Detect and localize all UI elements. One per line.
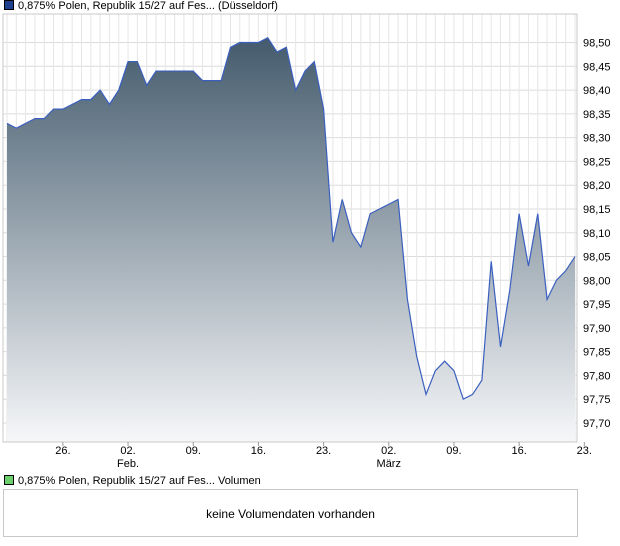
y-tick-label: 98,05 bbox=[583, 252, 611, 264]
x-month-label: März bbox=[377, 458, 401, 470]
y-tick-label: 98,20 bbox=[583, 180, 611, 192]
volume-legend-label: 0,875% Polen, Republik 15/27 auf Fes... … bbox=[18, 475, 261, 487]
y-tick-label: 97,75 bbox=[583, 394, 611, 406]
x-tick-label: 26. bbox=[55, 445, 70, 457]
x-tick-label: 16. bbox=[511, 445, 526, 457]
y-tick-label: 98,40 bbox=[583, 85, 611, 97]
y-tick-label: 98,35 bbox=[583, 109, 611, 121]
y-tick-label: 97,95 bbox=[583, 299, 611, 311]
x-tick-label: 23. bbox=[316, 445, 331, 457]
y-tick-label: 98,25 bbox=[583, 156, 611, 168]
price-chart: 97,70 97,75 97,80 97,85 97,90 97,95 98,00 98,05… bbox=[2, 13, 611, 470]
y-tick-label: 98,15 bbox=[583, 204, 611, 216]
x-tick-label: 09. bbox=[186, 445, 201, 457]
x-tick-label: 16. bbox=[251, 445, 266, 457]
y-tick-label: 98,10 bbox=[583, 228, 611, 240]
y-tick-label: 97,70 bbox=[583, 418, 611, 430]
y-tick-label: 98,50 bbox=[583, 38, 611, 50]
y-tick-label: 97,90 bbox=[583, 323, 611, 335]
x-tick-label: 09. bbox=[446, 445, 461, 457]
price-area bbox=[7, 37, 575, 443]
y-tick-label: 98,45 bbox=[583, 61, 611, 73]
y-tick-label: 97,85 bbox=[583, 347, 611, 359]
x-month-label: Feb. bbox=[117, 458, 139, 470]
x-tick-label: 23. bbox=[577, 445, 592, 457]
volume-legend-swatch bbox=[4, 475, 14, 485]
no-volume-message: keine Volumendaten vorhanden bbox=[206, 507, 375, 521]
plot-frame bbox=[2, 13, 578, 443]
price-legend-swatch bbox=[4, 0, 14, 10]
y-tick-label: 97,80 bbox=[583, 370, 611, 382]
price-legend-label: 0,875% Polen, Republik 15/27 auf Fes... … bbox=[18, 0, 278, 12]
y-tick-label: 98,00 bbox=[583, 275, 611, 287]
price-line bbox=[6, 36, 576, 401]
volume-panel: keine Volumendaten vorhanden bbox=[3, 489, 578, 537]
volume-legend: 0,875% Polen, Republik 15/27 auf Fes... … bbox=[4, 475, 261, 487]
y-tick-label: 98,30 bbox=[583, 133, 611, 145]
x-tick-label: 02. bbox=[381, 445, 396, 457]
price-legend: 0,875% Polen, Republik 15/27 auf Fes... … bbox=[4, 0, 278, 12]
x-tick-label: 02. bbox=[120, 445, 135, 457]
